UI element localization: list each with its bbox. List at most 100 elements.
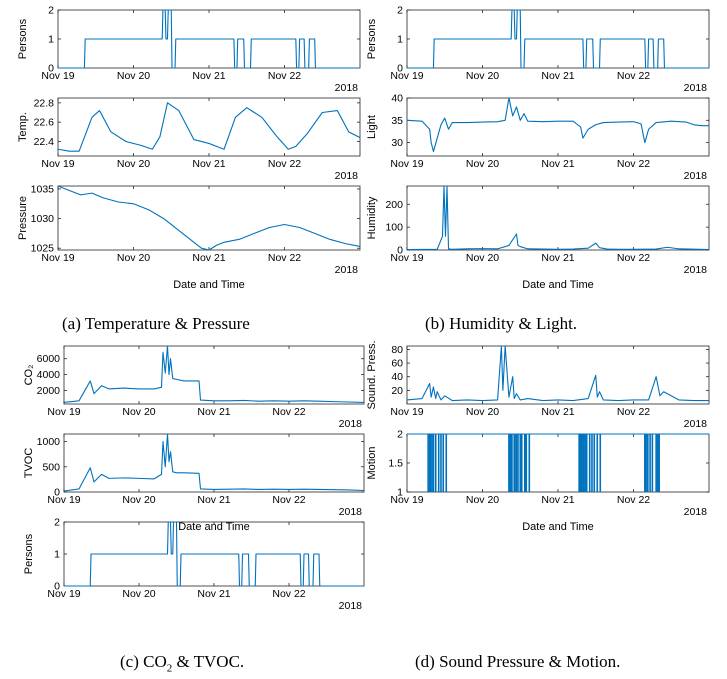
x-tick-label: Nov 19	[47, 406, 80, 418]
year-label: 2018	[339, 600, 363, 612]
year-label: 2018	[339, 418, 363, 430]
y-tick-label: 4000	[37, 369, 61, 381]
year-label: 2018	[335, 82, 359, 94]
year-label: 2018	[684, 418, 708, 430]
x-tick-label: Nov 21	[541, 70, 574, 82]
y-tick-label: 2	[397, 5, 403, 17]
y-tick-label: 6000	[37, 353, 61, 365]
y-tick-label: 22.6	[34, 117, 55, 129]
x-tick-label: Nov 19	[41, 158, 74, 170]
x-tick-label: Nov 19	[47, 588, 80, 600]
caption-b: (b) Humidity & Light.	[425, 314, 578, 333]
x-tick-label: Nov 22	[268, 70, 301, 82]
x-tick-label: Nov 22	[272, 406, 305, 418]
y-axis-label: CO₂	[23, 365, 35, 386]
y-tick-label: 0	[54, 487, 60, 499]
caption-c: (c) CO2 & TVOC.	[120, 652, 245, 675]
y-tick-label: 1	[48, 34, 54, 46]
y-tick-label: 1000	[37, 436, 61, 448]
y-tick-label: 0	[397, 63, 403, 75]
y-axis-label: Motion	[366, 446, 378, 479]
series-line	[64, 521, 364, 587]
axes-box	[57, 185, 361, 251]
series-line	[63, 433, 365, 492]
subplot-b-4: Nov 19 Nov 20 Nov 21 Nov 22 30 35 40 2018 Light	[366, 93, 710, 182]
y-tick-label: 40	[391, 371, 403, 383]
x-axis-label: Date and Time	[522, 521, 594, 533]
y-tick-label: 35	[391, 115, 403, 127]
y-axis-label: Temp.	[17, 112, 29, 142]
series-line	[57, 102, 361, 152]
y-tick-label: 1030	[31, 213, 55, 225]
x-tick-label: Nov 22	[617, 406, 650, 418]
x-tick-label: Nov 20	[122, 494, 155, 506]
series-line	[407, 9, 709, 69]
x-axis-label: Date and Time	[178, 521, 250, 533]
x-tick-label: Nov 20	[466, 252, 499, 264]
x-tick-label: Nov 19	[41, 70, 74, 82]
caption-d: (d) Sound Pressure & Motion.	[415, 652, 621, 671]
x-tick-label: Nov 22	[617, 252, 650, 264]
axes-box	[406, 433, 710, 493]
x-tick-label: Nov 20	[466, 406, 499, 418]
subplot-b-3: Nov 19 Nov 20 Nov 21 Nov 22 0 1 2 2018 Persons	[366, 5, 710, 94]
x-tick-label: Nov 20	[466, 70, 499, 82]
y-tick-label: 2	[54, 517, 60, 529]
y-axis-label: Persons	[17, 18, 29, 59]
x-tick-label: Nov 21	[197, 494, 230, 506]
x-tick-label: Nov 19	[390, 252, 423, 264]
x-tick-label: Nov 19	[41, 252, 74, 264]
series-line	[406, 185, 710, 251]
x-axis-label: Date and Time	[173, 279, 245, 291]
y-tick-label: 80	[391, 344, 403, 356]
x-tick-label: Nov 21	[541, 158, 574, 170]
x-tick-label: Nov 21	[192, 70, 225, 82]
y-tick-label: 22.8	[34, 97, 55, 109]
x-tick-label: Nov 21	[192, 158, 225, 170]
axes-box	[63, 345, 365, 405]
x-tick-label: Nov 22	[617, 494, 650, 506]
y-tick-label: 0	[48, 63, 54, 75]
x-tick-label: Nov 22	[617, 158, 650, 170]
y-axis-label: Persons	[366, 18, 378, 59]
y-axis-label: TVOC	[23, 448, 35, 479]
axes-box	[406, 97, 710, 157]
y-tick-label: 40	[391, 93, 403, 105]
year-label: 2018	[684, 82, 708, 94]
x-tick-label: Nov 19	[47, 494, 80, 506]
series-line	[58, 9, 360, 69]
series-line	[57, 185, 361, 251]
x-tick-label: Nov 19	[390, 406, 423, 418]
y-tick-label: 2000	[37, 385, 61, 397]
y-axis-label: Pressure	[17, 196, 29, 240]
x-tick-label: Nov 21	[192, 252, 225, 264]
axes-box	[57, 97, 361, 157]
subplot-b-5: Nov 19 Nov 20 Nov 21 Nov 22 0 100 200 2018 Humid…	[366, 185, 710, 291]
x-tick-label: Nov 19	[390, 494, 423, 506]
x-tick-label: Nov 22	[272, 494, 305, 506]
x-tick-label: Nov 20	[117, 158, 150, 170]
x-tick-label: Nov 22	[617, 70, 650, 82]
x-tick-label: Nov 20	[117, 252, 150, 264]
subplot-d-8: Nov 19 Nov 20 Nov 21 Nov 22 0 1 2 2018 Persons	[23, 517, 365, 612]
y-tick-label: 1.5	[388, 458, 403, 470]
y-axis-label: Light	[366, 115, 378, 139]
x-tick-label: Nov 20	[466, 158, 499, 170]
year-label: 2018	[684, 506, 708, 518]
y-tick-label: 22.4	[34, 136, 55, 148]
y-tick-label: 1	[397, 487, 403, 499]
y-tick-label: 0	[397, 245, 403, 257]
x-tick-label: Nov 21	[541, 252, 574, 264]
x-tick-label: Nov 21	[541, 494, 574, 506]
x-tick-label: Nov 20	[122, 406, 155, 418]
subplot-c-7: Nov 19 Nov 20 Nov 21 Nov 22 0 500 1000 2018 TVOC…	[23, 433, 365, 533]
x-tick-label: Nov 22	[272, 588, 305, 600]
y-tick-label: 2	[397, 429, 403, 441]
x-tick-label: Nov 21	[197, 588, 230, 600]
y-tick-label: 20	[391, 385, 403, 397]
axes-box	[406, 185, 710, 251]
y-tick-label: 60	[391, 358, 403, 370]
x-axis-label: Date and Time	[522, 279, 594, 291]
y-tick-label: 30	[391, 137, 403, 149]
